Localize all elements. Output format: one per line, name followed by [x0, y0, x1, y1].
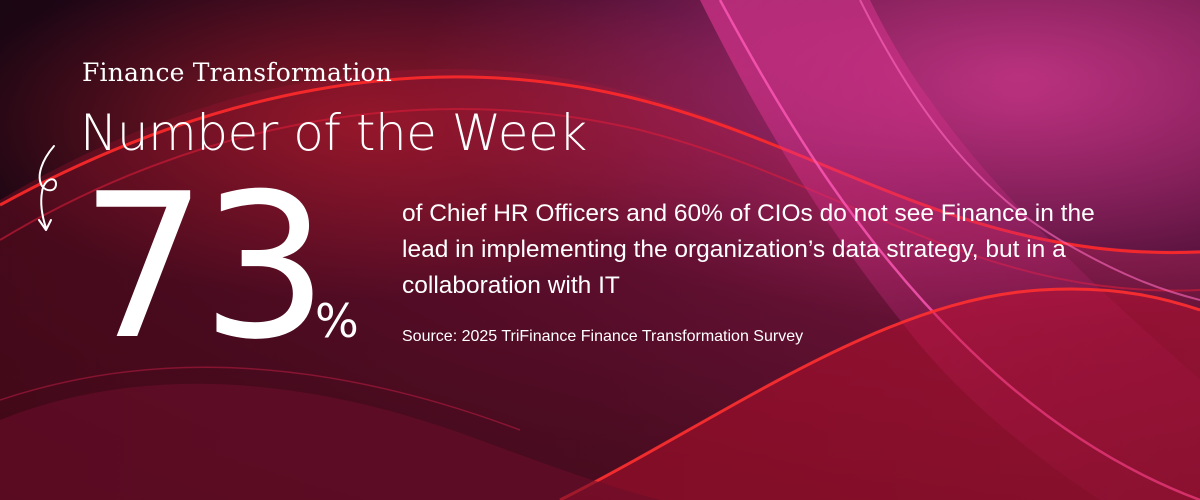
statement-text: of Chief HR Officers and 60% of CIOs do … — [402, 200, 1095, 299]
source-citation: Source: 2025 TriFinance Finance Transfor… — [402, 328, 804, 345]
curly-down-arrow-icon — [38, 145, 58, 231]
big-number: 73 — [80, 151, 328, 384]
percent-sign: % — [315, 294, 359, 348]
headline: Number of the Week — [80, 104, 587, 162]
kicker-label: Finance Transformation — [82, 58, 393, 87]
